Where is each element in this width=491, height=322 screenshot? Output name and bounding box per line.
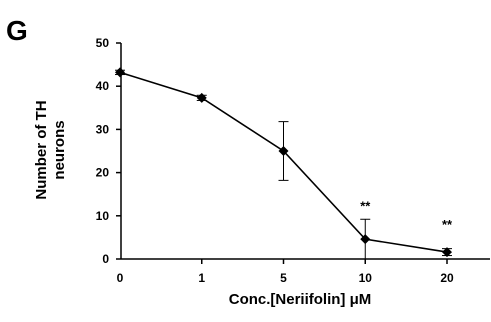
x-tick-label: 20 bbox=[440, 271, 454, 285]
x-tick-label: 5 bbox=[280, 271, 287, 285]
y-axis-title: Number of TH neurons bbox=[33, 100, 68, 199]
plot-area: ** ** bbox=[115, 67, 453, 260]
y-tick-label: 50 bbox=[96, 36, 110, 50]
data-point bbox=[278, 146, 289, 156]
y-tick-label: 0 bbox=[102, 252, 109, 266]
y-ticks: 0 10 20 30 40 50 bbox=[96, 36, 121, 266]
significance-annotation: ** bbox=[360, 198, 371, 213]
x-tick-label: 10 bbox=[359, 271, 373, 285]
y-tick-label: 30 bbox=[96, 122, 110, 136]
x-tick-label: 1 bbox=[198, 271, 205, 285]
data-point bbox=[196, 92, 207, 103]
x-ticks: 0 1 5 10 20 bbox=[117, 259, 454, 285]
data-point bbox=[360, 234, 371, 245]
significance-annotation: ** bbox=[442, 217, 453, 232]
y-tick-label: 40 bbox=[96, 79, 110, 93]
x-axis-title: Conc.[Neriifolin] μM bbox=[229, 291, 372, 308]
data-point bbox=[442, 247, 452, 258]
y-axis-title-line-2: neurons bbox=[51, 120, 68, 179]
panel-letter: G bbox=[6, 15, 28, 46]
data-point bbox=[115, 67, 125, 78]
x-tick-label: 0 bbox=[117, 271, 124, 285]
y-axis-title-line-1: Number of TH bbox=[33, 100, 50, 199]
y-tick-label: 10 bbox=[96, 209, 110, 223]
y-tick-label: 20 bbox=[96, 166, 110, 180]
